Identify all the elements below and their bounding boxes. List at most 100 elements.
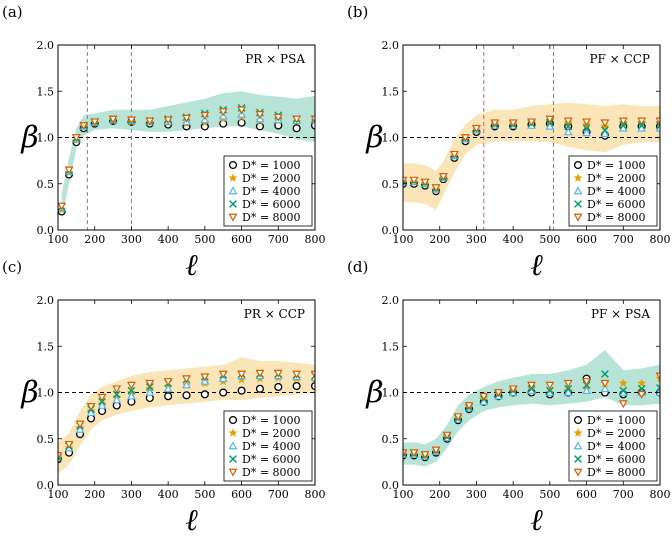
legend-marker	[573, 428, 583, 437]
data-point	[618, 378, 628, 388]
x-tick-label: 800	[305, 233, 326, 246]
panel-label: (b)	[347, 3, 368, 21]
y-tick-label: 2.0	[382, 294, 400, 307]
data-point	[545, 381, 555, 390]
data-point	[564, 384, 573, 393]
x-tick-label: 300	[466, 488, 487, 501]
panel-title: PF × PSA	[591, 307, 650, 321]
y-tick-label: 1.5	[37, 340, 55, 353]
data-point	[582, 386, 591, 394]
legend-entry: D* = 8000	[242, 466, 301, 479]
series-8000	[403, 372, 660, 460]
data-point	[86, 403, 96, 412]
x-tick-label: 600	[231, 233, 252, 246]
legend-marker	[573, 160, 583, 170]
data-point	[274, 382, 283, 392]
legend-frame	[568, 410, 658, 482]
data-point	[182, 391, 191, 400]
x-tick-label: 700	[268, 233, 289, 246]
x-tick-label: 100	[393, 233, 414, 246]
data-point	[58, 202, 67, 211]
legend-marker	[573, 468, 583, 477]
uncertainty-band	[58, 357, 315, 474]
x-tick-label: 700	[268, 488, 289, 501]
data-point	[200, 390, 209, 399]
x-tick-label: 700	[613, 233, 634, 246]
data-point	[163, 116, 173, 125]
data-point	[182, 375, 191, 384]
y-tick-label: 0.5	[37, 433, 55, 446]
legend-marker	[573, 441, 583, 450]
y-tick-label: 2.0	[37, 294, 55, 307]
data-point	[431, 446, 441, 455]
data-point	[655, 373, 660, 383]
data-point	[64, 166, 74, 175]
data-point	[127, 116, 136, 125]
uncertainty-band	[61, 91, 315, 221]
legend-marker	[229, 455, 237, 463]
data-point	[563, 379, 573, 388]
plot-area	[403, 350, 660, 467]
data-point	[545, 386, 554, 395]
y-tick-label: 1.0	[382, 387, 400, 400]
x-tick-label: 400	[503, 488, 524, 501]
legend-frame	[568, 155, 658, 227]
y-tick-label: 1.5	[37, 85, 55, 98]
legend-frame	[223, 155, 313, 227]
y-tick-label: 0.5	[382, 178, 400, 191]
data-point	[310, 370, 315, 379]
legend-entry: D* = 1000	[242, 414, 301, 427]
x-tick-label: 100	[48, 233, 69, 246]
data-point	[479, 392, 489, 401]
x-tick-label: 400	[158, 233, 179, 246]
series-8000	[403, 115, 660, 193]
legend-entry: D* = 6000	[242, 453, 301, 466]
panel-d: 100 200 300 400 500 600 700 800 0.0 0.5 1.0 1.5 2.0 ℓ…	[347, 258, 671, 538]
data-point	[618, 117, 628, 126]
x-axis-label: ℓ	[530, 248, 543, 283]
data-point	[655, 117, 660, 126]
x-tick-label: 800	[650, 488, 671, 501]
data-point	[472, 124, 481, 133]
data-point	[494, 389, 503, 398]
data-point	[563, 127, 573, 136]
legend-marker	[228, 186, 238, 195]
data-point	[582, 128, 591, 137]
data-point	[600, 129, 610, 138]
data-point	[442, 431, 452, 440]
data-point	[460, 134, 470, 143]
plot-area	[58, 45, 315, 230]
data-point	[255, 111, 265, 120]
data-point	[582, 118, 591, 127]
legend-entry: D* = 4000	[587, 185, 646, 198]
x-tick-label: 100	[393, 488, 414, 501]
data-point	[409, 449, 419, 458]
legend-marker	[228, 160, 238, 170]
data-point	[112, 390, 121, 399]
data-point	[453, 413, 463, 422]
y-tick-label: 0.0	[37, 479, 55, 492]
data-point	[656, 383, 660, 392]
x-tick-label: 500	[194, 488, 215, 501]
legend-entry: D* = 1000	[587, 159, 646, 172]
y-tick-label: 2.0	[382, 39, 400, 52]
data-point	[637, 378, 647, 388]
y-tick-label: 1.5	[382, 340, 400, 353]
data-point	[600, 370, 609, 378]
y-axis-label: β	[365, 376, 383, 411]
y-tick-label: 0.0	[382, 224, 400, 237]
data-point	[409, 176, 419, 185]
legend-marker	[574, 200, 582, 208]
y-tick-label: 0.5	[37, 178, 55, 191]
legend-marker	[229, 200, 237, 208]
data-point	[600, 126, 609, 135]
data-point	[527, 381, 536, 390]
plot-area	[403, 45, 660, 230]
legend-marker	[228, 441, 238, 450]
data-point	[508, 385, 518, 394]
legend-entry: D* = 8000	[242, 211, 301, 224]
legend-marker	[228, 415, 238, 425]
data-point	[71, 134, 81, 143]
